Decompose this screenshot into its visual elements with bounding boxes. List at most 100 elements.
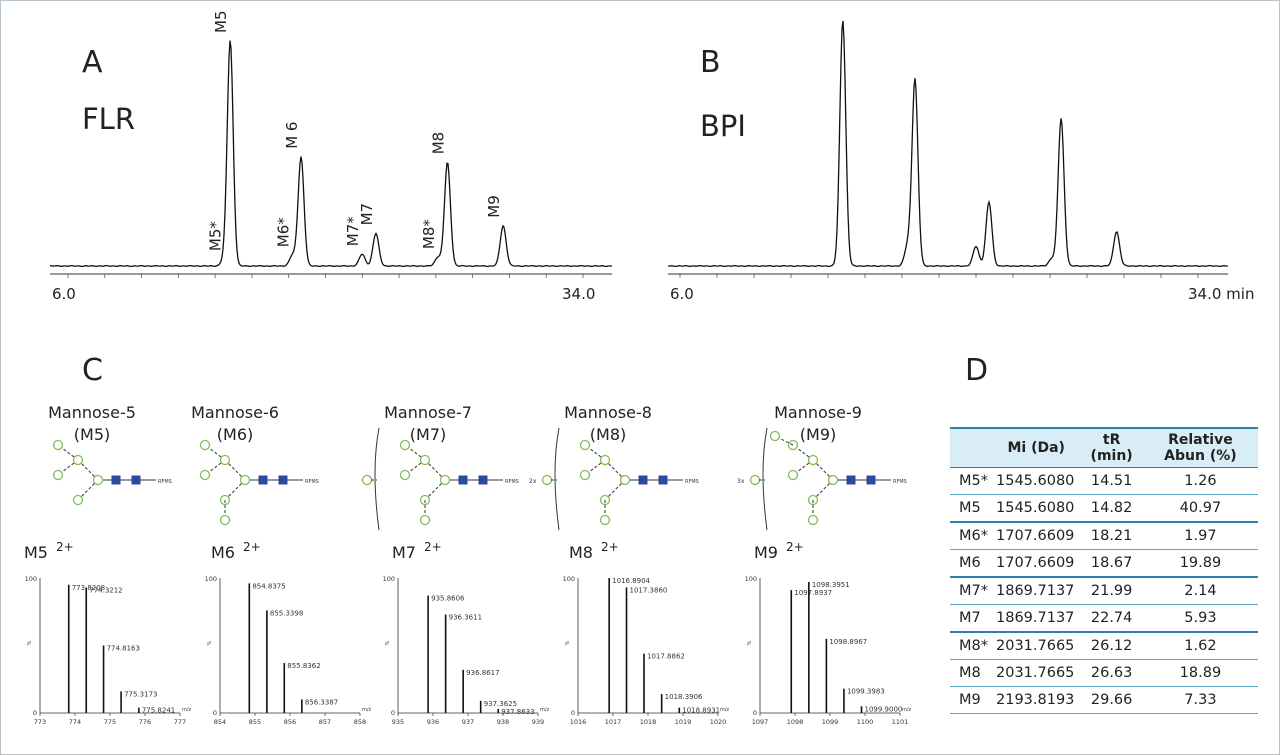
x-tick-label: 1018 bbox=[640, 718, 657, 726]
cell-glycan: M6 bbox=[950, 549, 992, 577]
peak-label: M8 bbox=[429, 132, 447, 155]
x-unit-label: m/z bbox=[720, 707, 730, 713]
cell-mass: 1545.6080 bbox=[992, 467, 1081, 495]
table-row: M5* 1545.6080 14.51 1.26 bbox=[950, 467, 1258, 495]
cell-tr: 26.63 bbox=[1080, 659, 1143, 687]
mannose-node bbox=[399, 439, 411, 451]
x-tick-label: 1097 bbox=[752, 718, 769, 726]
peak-mz-label: 1098.8967 bbox=[829, 638, 867, 646]
x-tick-label: 774 bbox=[69, 718, 81, 726]
mannose-node bbox=[827, 474, 839, 486]
glycan-name: Mannose-6 bbox=[191, 403, 279, 422]
peak-label: M7 bbox=[358, 203, 376, 226]
x-tick-label: 773 bbox=[34, 718, 46, 726]
peak-mz-label: 773.8208 bbox=[72, 584, 105, 592]
x-tick-label: 776 bbox=[139, 718, 151, 726]
y-unit-label: % bbox=[207, 641, 213, 646]
peak-mz-label: 775.8241 bbox=[142, 707, 175, 715]
peak-mz-label: 936.3611 bbox=[449, 613, 482, 621]
peak-mz-label: 1099.9000 bbox=[865, 705, 903, 713]
cell-tr: 14.51 bbox=[1080, 467, 1143, 495]
bpi-x-end-label: 34.0 min bbox=[1188, 285, 1254, 303]
cell-tr: 26.12 bbox=[1080, 631, 1143, 660]
mannose-node bbox=[619, 474, 631, 486]
x-tick-label: 1098 bbox=[787, 718, 804, 726]
glycan-name: Mannose-7 bbox=[384, 403, 472, 422]
table-row: M7 1869.7137 22.74 5.93 bbox=[950, 604, 1258, 632]
spectrum-charge: 2+ bbox=[243, 540, 261, 554]
peak-mz-label: 1098.3951 bbox=[812, 581, 850, 589]
table-row: M8* 2031.7665 26.12 1.62 bbox=[950, 631, 1258, 660]
bpi-x-start-label: 6.0 bbox=[670, 285, 694, 303]
panel-d-letter: D bbox=[965, 353, 988, 388]
x-tick-label: 935 bbox=[392, 718, 404, 726]
cell-glycan: M8 bbox=[950, 659, 992, 687]
glycan-abbr: (M6) bbox=[217, 425, 253, 444]
x-tick-label: 937 bbox=[462, 718, 474, 726]
table-header-row: Mi (Da) tR (min) Relative Abun (%) bbox=[950, 427, 1258, 468]
glcnac-node bbox=[658, 475, 668, 485]
x-tick-label: 1101 bbox=[892, 718, 909, 726]
peak-mz-label: 937.8633 bbox=[501, 708, 534, 716]
flr-x-end-label: 34.0 bbox=[562, 285, 595, 303]
glycan-bracket bbox=[762, 427, 768, 531]
cell-mass: 1707.6609 bbox=[992, 521, 1081, 550]
y-min-label: 0 bbox=[571, 709, 575, 717]
peak-mz-label: 854.8375 bbox=[252, 582, 285, 590]
mannose-node bbox=[199, 469, 211, 481]
x-unit-label: m/z bbox=[362, 707, 372, 713]
glcnac-node bbox=[638, 475, 648, 485]
cell-abundance: 1.26 bbox=[1142, 467, 1258, 495]
multiplier-label: 3x bbox=[737, 478, 745, 485]
spectrum-charge: 2+ bbox=[601, 540, 619, 554]
x-tick-label: 857 bbox=[319, 718, 331, 726]
peak-mz-label: 855.3398 bbox=[270, 609, 303, 617]
bpi-chromatogram bbox=[668, 20, 1229, 278]
x-unit-label: m/z bbox=[540, 707, 550, 713]
panel-b-letter: B bbox=[700, 45, 721, 80]
table-header-empty bbox=[950, 427, 992, 468]
panel-b-detector: BPI bbox=[700, 109, 746, 143]
mannose-node bbox=[419, 514, 431, 526]
spectrum-title: M6 bbox=[211, 543, 235, 562]
mannose-node bbox=[787, 469, 799, 481]
y-max-label: 100 bbox=[383, 575, 395, 583]
y-min-label: 0 bbox=[213, 709, 217, 717]
cell-mass: 2031.7665 bbox=[992, 659, 1081, 687]
cell-tr: 21.99 bbox=[1080, 576, 1143, 605]
peak-mz-label: 775.3173 bbox=[124, 690, 157, 698]
mannose-node bbox=[599, 514, 611, 526]
glycan-structures: Mannose-5 (M5) RFMS Mannose-6 (M6) RFMS Mannos… bbox=[48, 403, 907, 531]
mannose-node bbox=[749, 474, 761, 486]
cell-glycan: M6* bbox=[950, 521, 992, 550]
cell-abundance: 1.62 bbox=[1142, 631, 1258, 660]
peak-mz-label: 856.3387 bbox=[305, 699, 338, 707]
spectrum-title: M9 bbox=[754, 543, 778, 562]
spectrum-charge: 2+ bbox=[786, 540, 804, 554]
rfms-tag: RFMS bbox=[158, 479, 172, 485]
cell-glycan: M5* bbox=[950, 467, 992, 495]
cell-glycan: M5 bbox=[950, 494, 992, 522]
mannose-node bbox=[579, 439, 591, 451]
flr-chromatogram: M5* M5 M6* M 6 M7*M7 M8* M8 M9 bbox=[50, 11, 613, 278]
mannose-node bbox=[599, 454, 611, 466]
chromatogram-trace bbox=[50, 40, 613, 268]
mannose-node bbox=[419, 454, 431, 466]
peak-mz-label: 937.3625 bbox=[484, 700, 517, 708]
y-max-label: 100 bbox=[563, 575, 575, 583]
mannose-node bbox=[199, 439, 211, 451]
mannose-node bbox=[439, 474, 451, 486]
rfms-tag: RFMS bbox=[305, 479, 319, 485]
mannose-node bbox=[219, 454, 231, 466]
mannose-node bbox=[769, 430, 781, 442]
peak-mz-label: 1018.8931 bbox=[682, 707, 720, 715]
glcnac-node bbox=[131, 475, 141, 485]
chromatogram-trace bbox=[668, 20, 1229, 268]
x-tick-label: 855 bbox=[249, 718, 261, 726]
cell-mass: 1869.7137 bbox=[992, 576, 1081, 605]
peak-mz-label: 936.8617 bbox=[466, 669, 499, 677]
mannose-node bbox=[579, 469, 591, 481]
rfms-tag: RFMS bbox=[685, 479, 699, 485]
glycan-table: Mi (Da) tR (min) Relative Abun (%) M5* 15… bbox=[950, 427, 1258, 714]
panel-a-letter: A bbox=[82, 45, 103, 80]
